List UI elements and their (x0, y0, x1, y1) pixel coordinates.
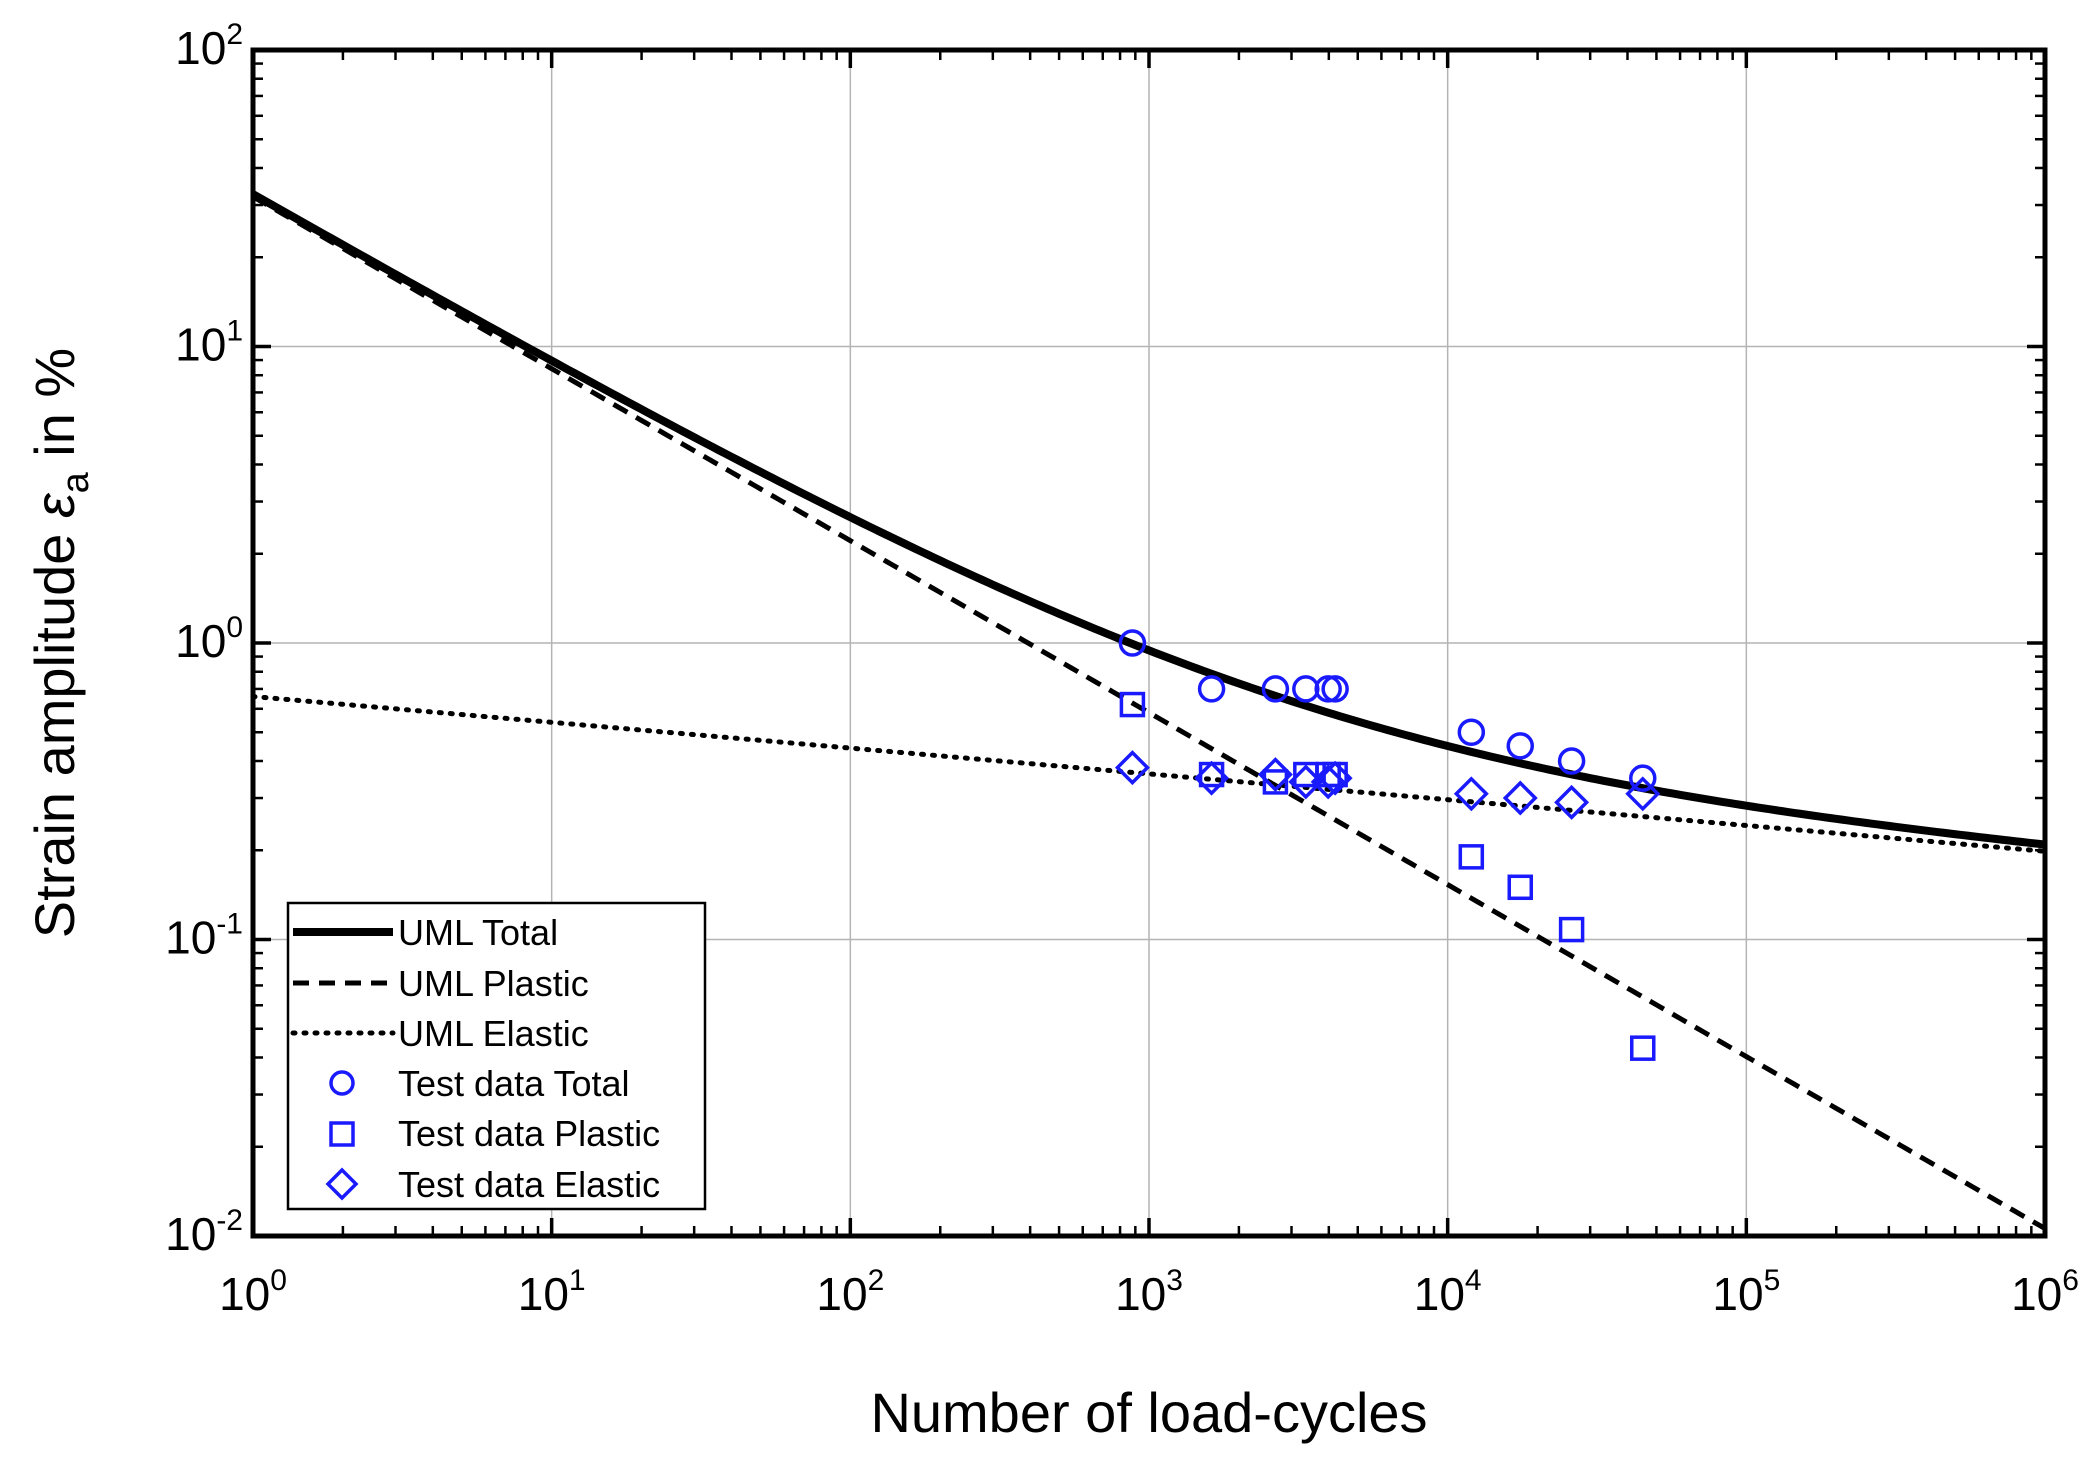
legend-marker-test-total (329, 1070, 355, 1096)
y-axis-title-subscript: a (55, 471, 97, 493)
y-axis-title-symbol: ε (23, 492, 86, 518)
x-tick-label: 102 (816, 1264, 884, 1320)
legend-marker-test-plastic (329, 1121, 355, 1147)
marker-test-plastic (1558, 916, 1585, 943)
marker-test-elastic (1114, 750, 1150, 786)
x-tick-label: 100 (219, 1264, 287, 1320)
x-tick-label-base: 10 (2011, 1268, 2062, 1320)
legend-marker-test-elastic (325, 1167, 359, 1201)
marker-test-total (1321, 675, 1349, 703)
y-axis-title: Strain amplitude εa in % (23, 348, 97, 938)
y-tick-label-base: 10 (175, 319, 226, 371)
legend-label-uml-total: UML Total (398, 912, 558, 953)
x-tick-label-exponent: 3 (1166, 1264, 1183, 1297)
y-tick-label-base: 10 (175, 22, 226, 74)
y-tick-label-exponent: 1 (226, 315, 243, 348)
y-tick-label: 100 (175, 611, 243, 667)
marker-test-plastic (1458, 844, 1485, 870)
x-tick-label: 101 (518, 1264, 586, 1320)
marker-test-plastic (1262, 769, 1289, 795)
legend-label-uml-plastic: UML Plastic (398, 963, 589, 1004)
y-tick-label: 10-1 (165, 908, 243, 964)
marker-test-plastic (1630, 1035, 1656, 1061)
legend-label-test-elastic: Test data Elastic (398, 1164, 660, 1205)
y-tick-label: 10-2 (165, 1204, 243, 1260)
y-axis-title-prefix: Strain amplitude (23, 518, 86, 938)
y-tick-label: 102 (175, 18, 243, 74)
x-tick-label-exponent: 1 (569, 1264, 586, 1297)
legend-box (286, 901, 707, 1211)
marker-test-elastic (1310, 764, 1346, 800)
marker-test-total (1557, 747, 1586, 775)
marker-test-total (1197, 675, 1226, 703)
x-tick-label: 103 (1115, 1264, 1183, 1320)
marker-test-total (1314, 675, 1342, 703)
x-tick-label-base: 10 (816, 1268, 867, 1320)
legend-label-test-plastic: Test data Plastic (398, 1113, 660, 1154)
x-tick-label-exponent: 6 (2062, 1264, 2079, 1297)
y-tick-label-exponent: 0 (226, 611, 243, 644)
curve-uml-plastic (251, 194, 2047, 1231)
y-tick-label: 101 (175, 315, 243, 371)
marker-test-elastic (1194, 760, 1230, 796)
marker-test-total (1629, 764, 1657, 792)
marker-test-plastic (1119, 691, 1146, 718)
y-tick-label-exponent: -2 (216, 1204, 243, 1237)
y-tick-label-base: 10 (175, 615, 226, 667)
x-tick-label-exponent: 5 (1764, 1264, 1781, 1297)
x-tick-label: 105 (1712, 1264, 1780, 1320)
x-tick-label-base: 10 (1414, 1268, 1465, 1320)
y-tick-label-exponent: 2 (226, 18, 243, 51)
legend-label-test-total: Test data Total (398, 1063, 630, 1104)
legend-label-uml-elastic: UML Elastic (398, 1013, 589, 1054)
y-axis-title-suffix: in % (23, 348, 86, 473)
marker-test-elastic (1554, 784, 1590, 820)
x-axis-title: Number of load-cycles (870, 1381, 1427, 1444)
y-tick-label-base: 10 (165, 912, 216, 964)
marker-test-elastic (1317, 760, 1353, 796)
curve-uml-elastic (250, 694, 2048, 854)
model-curves (250, 190, 2048, 1231)
legend: UML Total UML Plastic UML Elastic Test d… (286, 901, 707, 1211)
marker-test-total (1261, 675, 1290, 703)
x-tick-label-exponent: 4 (1465, 1264, 1482, 1297)
x-tick-label-base: 10 (1115, 1268, 1166, 1320)
test-data-markers (1114, 629, 1661, 1061)
marker-test-total (1118, 629, 1147, 657)
marker-test-total (1457, 718, 1486, 747)
x-tick-label-exponent: 2 (868, 1264, 885, 1297)
y-tick-label-exponent: -1 (216, 908, 243, 941)
x-tick-label-base: 10 (1712, 1268, 1763, 1320)
y-tick-label-base: 10 (165, 1208, 216, 1260)
marker-test-plastic (1507, 874, 1534, 901)
marker-test-elastic (1257, 757, 1293, 793)
major-ticks (251, 48, 2047, 1238)
marker-test-total (1292, 675, 1320, 703)
x-tick-label-exponent: 0 (270, 1264, 287, 1297)
x-tick-label-base: 10 (518, 1268, 569, 1320)
marker-test-total (1506, 732, 1535, 760)
x-tick-label-base: 10 (219, 1268, 270, 1320)
x-tick-label: 106 (2011, 1264, 2079, 1320)
marker-test-elastic (1453, 776, 1489, 812)
marker-test-elastic (1625, 776, 1661, 812)
marker-test-elastic (1502, 780, 1538, 816)
curve-uml-total (251, 190, 2046, 849)
x-tick-label: 104 (1414, 1264, 1482, 1320)
